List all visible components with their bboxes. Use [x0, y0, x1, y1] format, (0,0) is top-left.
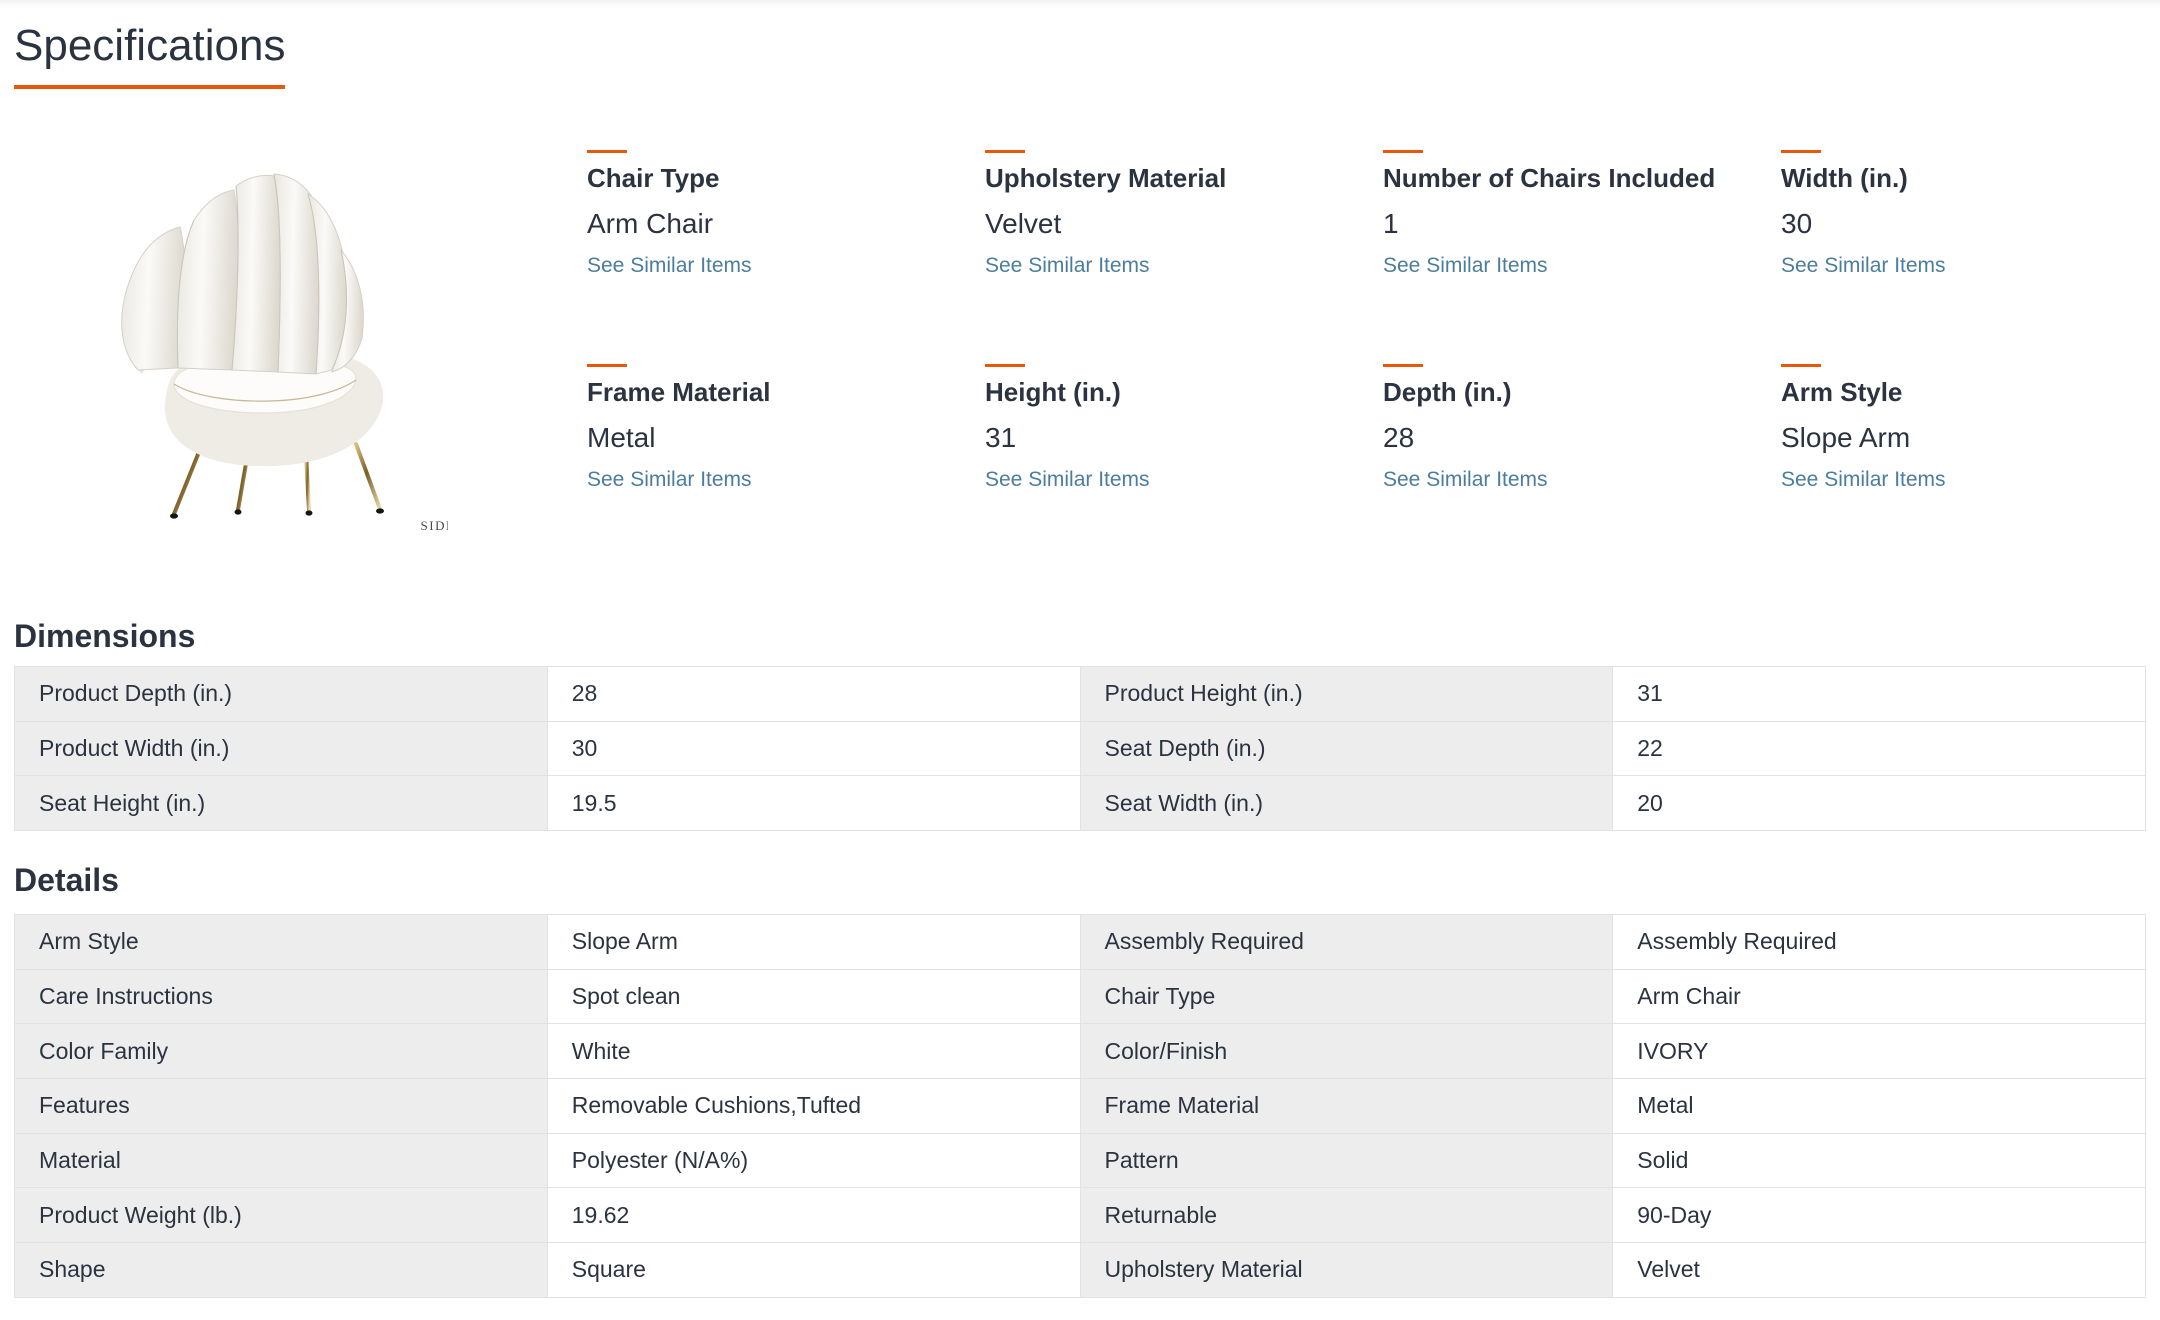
svg-text:SIDE: SIDE	[421, 518, 448, 533]
